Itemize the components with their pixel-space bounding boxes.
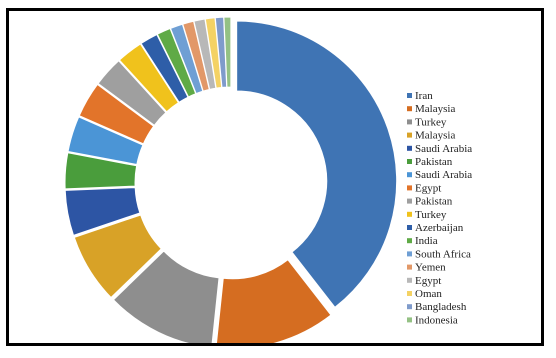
legend-swatch [407, 238, 412, 244]
donut-slice [78, 83, 155, 145]
legend-swatch [407, 198, 412, 204]
legend-swatch [407, 211, 412, 217]
legend-label: Malaysia [415, 130, 455, 142]
legend-label: Azerbaijan [415, 222, 464, 234]
legend-swatch [407, 291, 412, 296]
donut-slice [236, 20, 398, 309]
legend-swatch [407, 159, 412, 164]
legend-label: Bangladesh [415, 301, 467, 313]
legend-swatch [407, 185, 412, 191]
legend-label: India [415, 235, 438, 247]
legend-swatch [407, 145, 412, 151]
legend-swatch [407, 225, 412, 230]
legend-label: Egypt [415, 275, 441, 287]
legend-label: Egypt [415, 182, 441, 194]
legend-label: Pakistan [415, 156, 453, 168]
donut-slice [64, 187, 141, 237]
donut-slices [64, 16, 398, 343]
legend-swatch [407, 264, 412, 270]
donut-slice [112, 250, 220, 343]
legend-label: Saudi Arabia [415, 169, 472, 181]
donut-slice [140, 33, 189, 103]
legend-swatch [407, 132, 412, 138]
legend-label: Indonesia [415, 314, 458, 326]
legend-label: Iran [415, 90, 433, 102]
donut-slice [73, 214, 162, 299]
legend-swatch [407, 93, 412, 98]
donut-slice [215, 259, 332, 343]
legend-swatch [407, 119, 412, 125]
legend-label: Turkey [415, 209, 447, 221]
legend-swatch [407, 317, 412, 323]
donut-slice [118, 43, 180, 113]
donut-slice [97, 60, 167, 126]
donut-slice [223, 16, 232, 88]
legend-swatch [407, 172, 412, 178]
legend-label: South Africa [415, 248, 471, 260]
chart-frame: Iran Malaysia Turkey Malaysia Saudi Arabia Pa… [6, 8, 544, 346]
legend-label: Malaysia [415, 103, 455, 115]
legend-swatch [407, 277, 412, 283]
legend-swatch [407, 304, 412, 310]
donut-slice [67, 116, 144, 166]
legend-label: Yemen [415, 262, 446, 274]
legend-label: Oman [415, 288, 442, 300]
legend-label: Saudi Arabia [415, 143, 472, 155]
legend-swatch [407, 251, 412, 257]
legend-label: Pakistan [415, 196, 453, 208]
donut-slice [64, 152, 138, 190]
legend-label: Turkey [415, 116, 447, 128]
legend-swatch [407, 106, 412, 112]
